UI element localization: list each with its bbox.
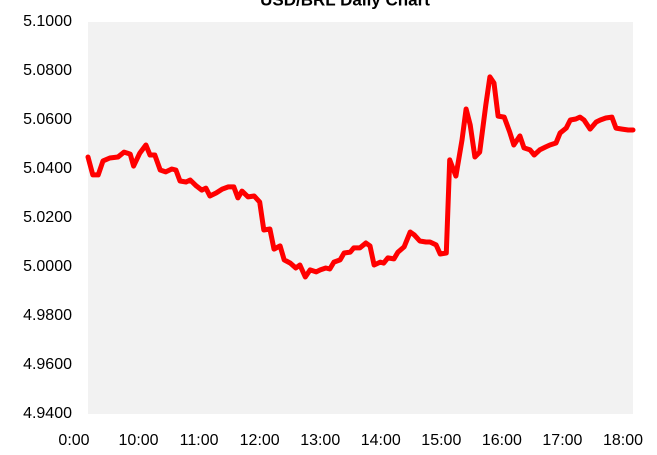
x-tick-label: 11:00 xyxy=(180,432,219,449)
y-tick-label: 5.0400 xyxy=(23,160,72,177)
chart-title: USD/BRL Daily Chart xyxy=(260,0,430,9)
y-tick-label: 5.0000 xyxy=(23,258,72,275)
x-tick-label: 12:00 xyxy=(240,432,280,449)
plot-area xyxy=(88,22,633,414)
x-tick-label: 10:00 xyxy=(119,432,159,449)
x-tick-label: 17:00 xyxy=(542,432,582,449)
x-tick-label: 16:00 xyxy=(482,432,522,449)
y-tick-label: 5.0800 xyxy=(23,62,72,79)
y-tick-label: 4.9600 xyxy=(23,356,72,373)
y-tick-label: 5.1000 xyxy=(23,13,72,30)
y-tick-label: 4.9400 xyxy=(23,405,72,422)
x-tick-label: 15:00 xyxy=(421,432,461,449)
x-tick-label: 14:00 xyxy=(361,432,401,449)
x-tick-label: 18:00 xyxy=(603,432,643,449)
price-line xyxy=(85,74,636,280)
x-tick-label: 0:00 xyxy=(58,432,89,449)
y-tick-label: 5.0200 xyxy=(23,209,72,226)
x-tick-label: 13:00 xyxy=(300,432,340,449)
y-tick-label: 5.0600 xyxy=(23,111,72,128)
y-tick-label: 4.9800 xyxy=(23,307,72,324)
